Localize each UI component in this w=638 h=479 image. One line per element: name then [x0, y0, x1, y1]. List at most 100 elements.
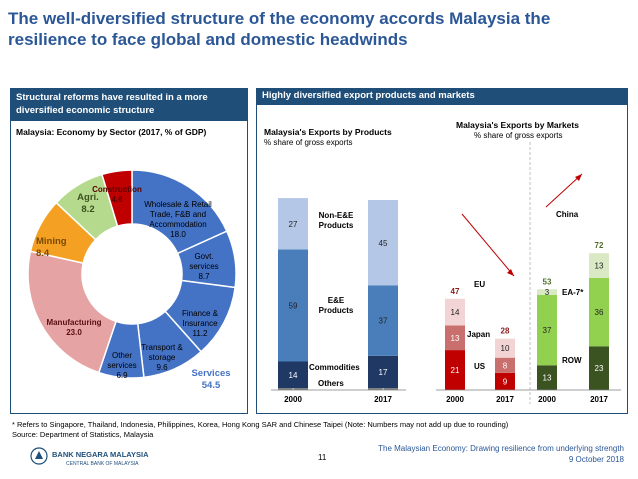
- sector-donut-chart: [27, 169, 237, 379]
- footer-line1: The Malaysian Economy: Drawing resilienc…: [378, 444, 624, 453]
- label-wholesale-name: Wholesale & Retail Trade, F&B and Accomm…: [144, 200, 212, 229]
- footnote-source: Source: Department of Statistics, Malays…: [12, 430, 154, 439]
- label-other-services: Other services 6.9: [100, 351, 144, 381]
- products-bar-2000-seg-0: [278, 388, 308, 390]
- donut-slice-5: [27, 250, 117, 374]
- markets-g0-bar-2000-seg-2: [445, 298, 465, 326]
- markets-g1-bar-2000-seg-2: [537, 289, 557, 295]
- right-panel: [256, 104, 628, 414]
- markets-g0-bar-2017-value-0: 9: [503, 377, 508, 386]
- trend-arrow-developed-head: [507, 269, 514, 276]
- markets-g1-cat-2000: 2000: [538, 395, 556, 404]
- left-panel-header: Structural reforms have resulted in a mo…: [10, 88, 248, 120]
- label-manufacturing: Manufacturing 23.0: [34, 318, 114, 338]
- bank-name: BANK NEGARA MALAYSIA: [52, 450, 149, 459]
- left-panel: [10, 120, 248, 414]
- label-finance-value: 11.2: [192, 329, 208, 338]
- footnote-note: * Refers to Singapore, Thailand, Indones…: [12, 420, 509, 429]
- products-bar-2017-value-3: 45: [379, 239, 388, 248]
- label-govt-value: 8.7: [198, 272, 210, 281]
- series-label-ee: E&E Products: [318, 296, 354, 315]
- trend-arrow-developed: [461, 213, 515, 277]
- markets-g1-bar-2000-seg-1: [537, 295, 557, 366]
- products-chart-title: Malaysia's Exports by Products: [264, 127, 392, 137]
- label-agri: Agri. 8.2: [74, 192, 102, 216]
- markets-g0-bar-2000-seg-1: [445, 325, 465, 351]
- label-mining: Mining 8.4: [36, 236, 76, 260]
- label-services-group: Services 54.5: [188, 368, 234, 392]
- trend-arrow-regional: [545, 173, 583, 208]
- products-bar-2000-value-0: 1: [291, 385, 296, 394]
- label-services-value: 54.5: [201, 380, 221, 391]
- markets-g0-bar-2017-value-1: 8: [503, 361, 508, 370]
- markets-chart-subtitle: % share of gross exports: [474, 131, 563, 140]
- markets-g0-cat-2017: 2017: [496, 395, 514, 404]
- footnote: * Refers to Singapore, Thailand, Indones…: [12, 420, 508, 440]
- markets-g1-bar-2017-value-1: 36: [595, 308, 604, 317]
- label-construction-value: 4.6: [111, 195, 123, 204]
- markets-g0-bar-2017-seg-0: [495, 372, 515, 390]
- label-govt-name: Govt. services: [189, 252, 219, 271]
- products-bar-2017-seg-3: [368, 200, 398, 286]
- label-mining-value: 8.4: [36, 248, 50, 259]
- markets-g1-total-2017: 72: [595, 241, 604, 250]
- pie-chart-title: Malaysia: Economy by Sector (2017, % of …: [16, 127, 207, 137]
- products-bar-2000-seg-1: [278, 361, 308, 389]
- markets-g0-total-2017: 28: [501, 327, 510, 336]
- label-construction-name: Construction: [92, 185, 142, 194]
- label-services-name: Services: [191, 368, 231, 379]
- label-transport-value: 9.6: [156, 363, 168, 372]
- label-construction: Construction 4.6: [82, 185, 152, 205]
- donut-slice-8: [101, 169, 133, 228]
- label-manufacturing-value: 23.0: [66, 328, 82, 337]
- markets-g1-bar-2000-value-0: 13: [543, 374, 552, 383]
- products-bar-2017-seg-2: [368, 285, 398, 356]
- label-mining-name: Mining: [36, 236, 67, 247]
- page-title: The well-diversified structure of the ec…: [8, 9, 551, 49]
- products-bar-2000-seg-2: [278, 249, 308, 362]
- markets-g1-bar-2000-seg-0: [537, 365, 557, 390]
- products-bar-2017-value-2: 37: [379, 317, 388, 326]
- markets-g0-cat-2000: 2000: [446, 395, 464, 404]
- markets-chart-title: Malaysia's Exports by Markets: [456, 120, 579, 130]
- markets-g0-bar-2000-value-0: 21: [451, 366, 460, 375]
- products-bar-2017-seg-0: [368, 388, 398, 390]
- label-manufacturing-name: Manufacturing: [46, 318, 102, 327]
- markets-g0-bar-2017-seg-1: [495, 357, 515, 373]
- markets-g1-total-2000: 53: [543, 277, 552, 286]
- markets-g0-bar-2000-value-1: 13: [451, 334, 460, 343]
- markets-g1-bar-2017-seg-0: [589, 346, 609, 390]
- products-bar-2000-value-1: 14: [289, 371, 298, 380]
- right-panel-header: Highly diversified export products and m…: [256, 88, 628, 104]
- label-other-services-name: Other services: [107, 351, 137, 370]
- right-panel-header-text: Highly diversified export products and m…: [262, 90, 475, 101]
- left-panel-header-text: Structural reforms have resulted in a mo…: [16, 92, 208, 116]
- donut-slice-0: [131, 169, 228, 255]
- markets-g1-bar-2000-value-2: 3: [545, 288, 550, 297]
- products-bar-2000-value-2: 59: [289, 301, 298, 310]
- label-finance-name: Finance & Insurance: [181, 309, 219, 328]
- bank-subtitle: CENTRAL BANK OF MALAYSIA: [66, 461, 139, 467]
- label-govt: Govt. services 8.7: [184, 252, 224, 282]
- footer-line2: 9 October 2018: [568, 455, 624, 464]
- series-label-japan: Japan: [467, 330, 491, 339]
- footer-caption: The Malaysian Economy: Drawing resilienc…: [378, 443, 624, 465]
- exports-bar-charts: 1145927200011737452017211314472000981028…: [271, 142, 621, 404]
- markets-g1-bar-2017-value-2: 13: [595, 262, 604, 271]
- markets-g0-bar-2017-seg-2: [495, 338, 515, 358]
- series-label-ea7: EA-7*: [562, 288, 584, 297]
- bank-logo: [30, 447, 48, 465]
- markets-g1-cat-2017: 2017: [590, 395, 608, 404]
- markets-g1-bar-2000-value-1: 37: [543, 326, 552, 335]
- markets-g0-bar-2000-seg-0: [445, 350, 465, 390]
- markets-g0-bar-2017-value-2: 10: [501, 344, 510, 353]
- label-other-services-value: 6.9: [116, 371, 128, 380]
- products-chart-subtitle: % share of gross exports: [264, 138, 353, 147]
- page-number: 11: [318, 453, 327, 462]
- products-bar-2000-seg-3: [278, 198, 308, 250]
- series-label-row: ROW: [562, 356, 582, 365]
- products-bar-2000-value-3: 27: [289, 220, 298, 229]
- series-label-others: Others: [318, 379, 344, 388]
- markets-g1-bar-2017-value-0: 23: [595, 364, 604, 373]
- markets-g1-bar-2017-seg-2: [589, 253, 609, 278]
